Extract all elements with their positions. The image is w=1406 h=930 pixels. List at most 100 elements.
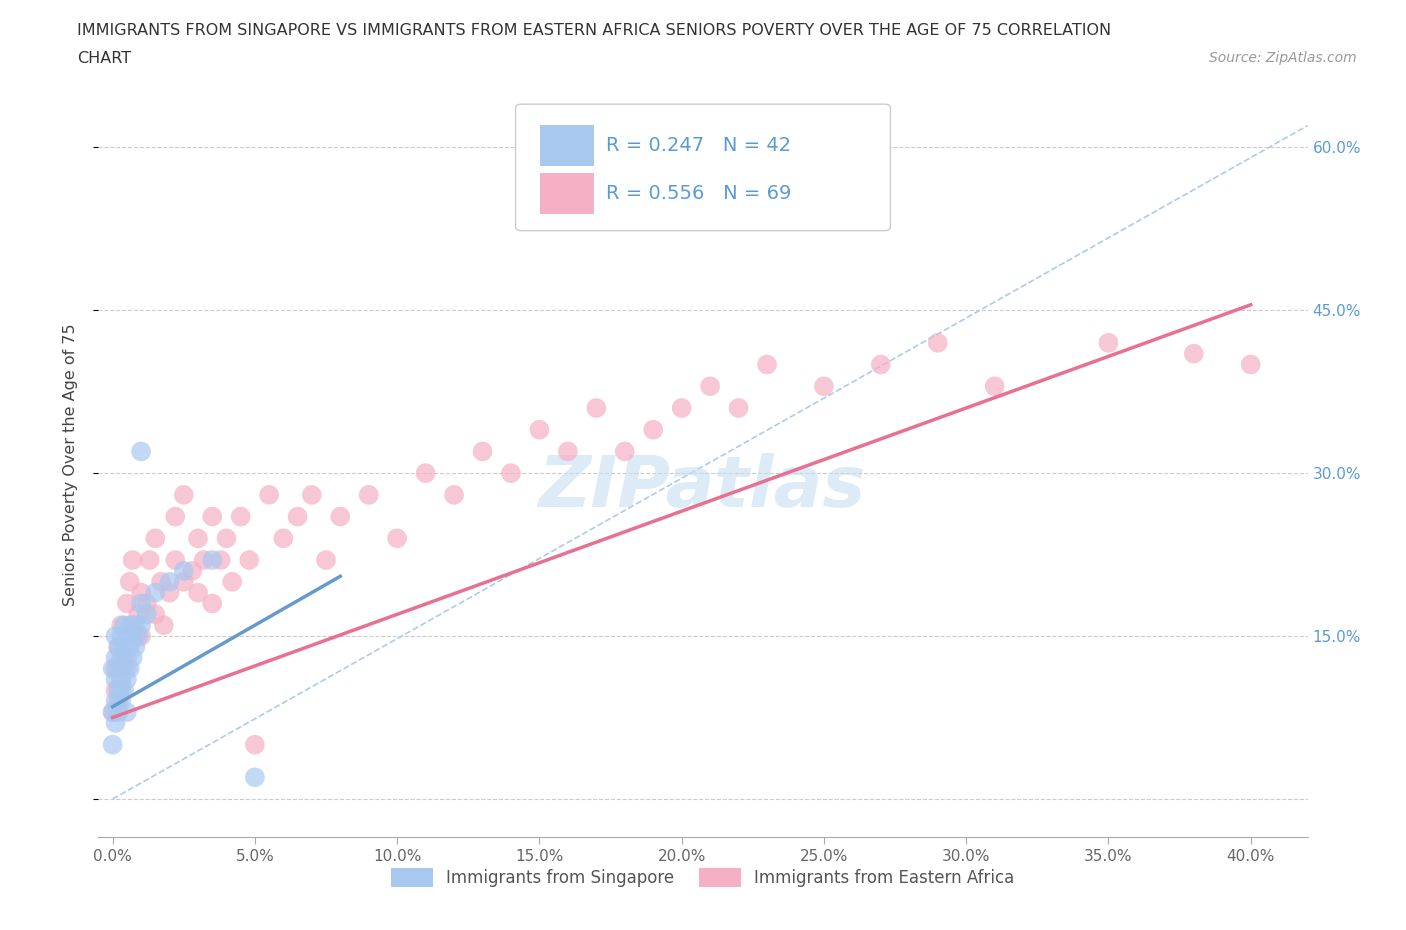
- FancyBboxPatch shape: [516, 104, 890, 231]
- Point: [115, 629, 138, 644]
- Point: [110, 650, 132, 665]
- Point: [115, 596, 138, 611]
- Point: [107, 640, 129, 655]
- Point: [110, 629, 132, 644]
- Point: [215, 531, 238, 546]
- Point: [173, 575, 195, 590]
- Point: [201, 596, 224, 611]
- Point: [243, 770, 266, 785]
- Point: [112, 618, 135, 632]
- Point: [443, 487, 465, 502]
- Point: [671, 401, 693, 416]
- Point: [135, 607, 157, 622]
- Point: [301, 487, 323, 502]
- Point: [107, 694, 129, 709]
- Point: [165, 552, 187, 567]
- Point: [107, 640, 129, 655]
- Point: [585, 401, 607, 416]
- Point: [118, 640, 141, 655]
- Point: [471, 444, 494, 458]
- FancyBboxPatch shape: [540, 125, 595, 166]
- Point: [613, 444, 636, 458]
- Point: [385, 531, 408, 546]
- Point: [315, 552, 337, 567]
- Point: [104, 683, 127, 698]
- Point: [107, 683, 129, 698]
- Point: [110, 683, 132, 698]
- Point: [121, 629, 143, 644]
- Point: [110, 672, 132, 687]
- Point: [756, 357, 779, 372]
- Point: [115, 672, 138, 687]
- Point: [121, 650, 143, 665]
- Point: [115, 705, 138, 720]
- Point: [287, 509, 309, 524]
- Point: [129, 618, 152, 632]
- Point: [499, 466, 522, 481]
- Point: [135, 596, 157, 611]
- Legend: Immigrants from Singapore, Immigrants from Eastern Africa: Immigrants from Singapore, Immigrants fr…: [382, 859, 1024, 896]
- Point: [104, 661, 127, 676]
- Point: [221, 575, 243, 590]
- Point: [104, 629, 127, 644]
- Point: [143, 607, 166, 622]
- Point: [129, 585, 152, 600]
- Point: [112, 650, 135, 665]
- Point: [138, 552, 160, 567]
- Point: [329, 509, 352, 524]
- Point: [121, 618, 143, 632]
- Point: [150, 575, 173, 590]
- Point: [173, 487, 195, 502]
- Point: [121, 552, 143, 567]
- Point: [129, 629, 152, 644]
- Point: [129, 444, 152, 458]
- Point: [557, 444, 579, 458]
- Point: [187, 585, 209, 600]
- Point: [110, 672, 132, 687]
- Point: [112, 683, 135, 698]
- Point: [115, 661, 138, 676]
- Point: [104, 715, 127, 730]
- Point: [357, 487, 380, 502]
- Point: [813, 379, 835, 393]
- Point: [165, 509, 187, 524]
- Point: [229, 509, 252, 524]
- Point: [529, 422, 551, 437]
- Point: [104, 694, 127, 709]
- Y-axis label: Seniors Poverty Over the Age of 75: Seniors Poverty Over the Age of 75: [63, 324, 77, 606]
- Point: [115, 650, 138, 665]
- Point: [159, 585, 181, 600]
- Point: [104, 672, 127, 687]
- Point: [1240, 357, 1263, 372]
- Point: [112, 640, 135, 655]
- Point: [238, 552, 260, 567]
- Point: [181, 564, 204, 578]
- Point: [699, 379, 721, 393]
- Point: [101, 705, 124, 720]
- Point: [869, 357, 891, 372]
- Point: [173, 564, 195, 578]
- Point: [983, 379, 1005, 393]
- Point: [118, 640, 141, 655]
- Point: [727, 401, 749, 416]
- Point: [129, 596, 152, 611]
- Point: [118, 661, 141, 676]
- Point: [159, 575, 181, 590]
- Text: Source: ZipAtlas.com: Source: ZipAtlas.com: [1209, 51, 1357, 65]
- Point: [110, 618, 132, 632]
- Point: [643, 422, 665, 437]
- Point: [927, 336, 949, 351]
- Point: [273, 531, 295, 546]
- Point: [118, 575, 141, 590]
- Point: [124, 640, 146, 655]
- Point: [101, 661, 124, 676]
- Point: [104, 650, 127, 665]
- Text: CHART: CHART: [77, 51, 131, 66]
- Point: [101, 705, 124, 720]
- Point: [415, 466, 437, 481]
- Point: [143, 585, 166, 600]
- Point: [187, 531, 209, 546]
- Point: [110, 694, 132, 709]
- Point: [112, 661, 135, 676]
- Point: [118, 618, 141, 632]
